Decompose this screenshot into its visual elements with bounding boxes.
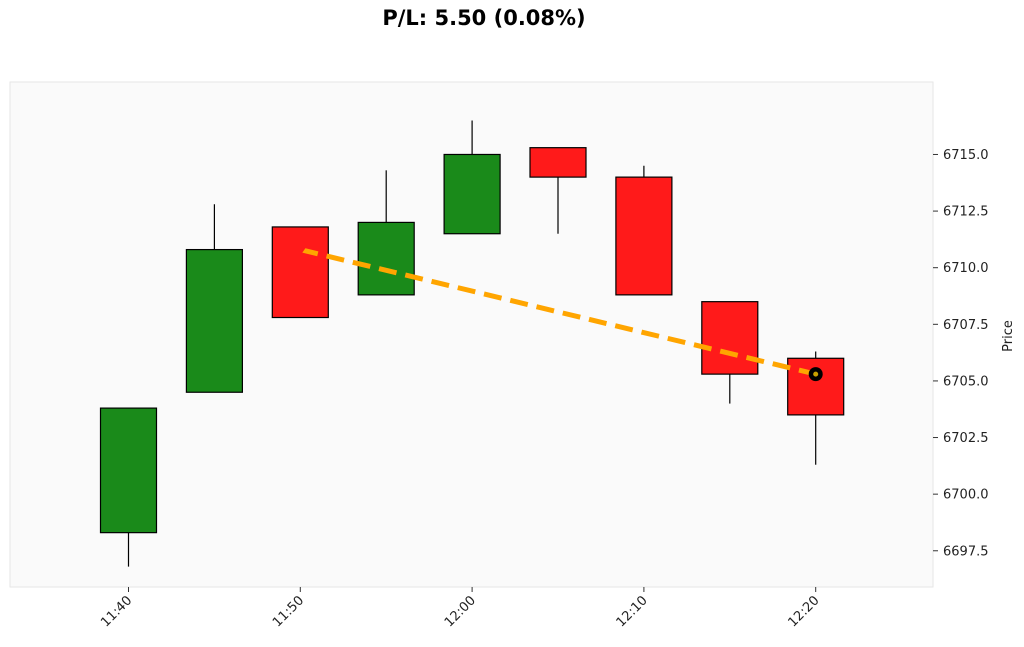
candle-body-down bbox=[615, 176, 673, 296]
chart-title: P/L: 5.50 (0.08%) bbox=[382, 6, 586, 30]
candle-body-up bbox=[357, 221, 415, 296]
x-tick-label: 12:20 bbox=[785, 593, 822, 630]
candle-body-up bbox=[99, 407, 158, 534]
y-tick-label: 6702.5 bbox=[943, 431, 989, 446]
candle-body-up bbox=[443, 153, 501, 235]
y-tick-label: 6697.5 bbox=[943, 544, 989, 559]
x-tick-label: 11:40 bbox=[98, 593, 135, 630]
candle-body-down bbox=[701, 301, 759, 375]
trade-overlay bbox=[289, 239, 823, 382]
x-tick-label: 12:10 bbox=[614, 593, 651, 630]
trade-line bbox=[299, 247, 817, 377]
x-axis: 11:40 11:50 12:00 12:10 12:20 bbox=[98, 587, 823, 630]
x-tick-label: 11:50 bbox=[270, 593, 307, 630]
y-tick-label: 6715.0 bbox=[943, 148, 989, 163]
y-tick-label: 6700.0 bbox=[943, 488, 989, 503]
y-tick-label: 6707.5 bbox=[943, 318, 989, 333]
exit-marker-center bbox=[813, 371, 819, 377]
candle-body-down bbox=[787, 357, 845, 416]
y-tick-label: 6710.0 bbox=[943, 261, 989, 276]
x-tick-label: 12:00 bbox=[442, 593, 479, 630]
candle-body-up bbox=[185, 248, 243, 393]
candle-body-down bbox=[529, 147, 587, 178]
y-tick-label: 6712.5 bbox=[943, 205, 989, 220]
y-axis: 6697.5 6700.0 6702.5 6705.0 6707.5 6710.0 6712… bbox=[933, 148, 989, 559]
y-tick-label: 6705.0 bbox=[943, 374, 989, 389]
entry-marker bbox=[289, 239, 312, 256]
y-axis-label: Price bbox=[1001, 320, 1016, 352]
